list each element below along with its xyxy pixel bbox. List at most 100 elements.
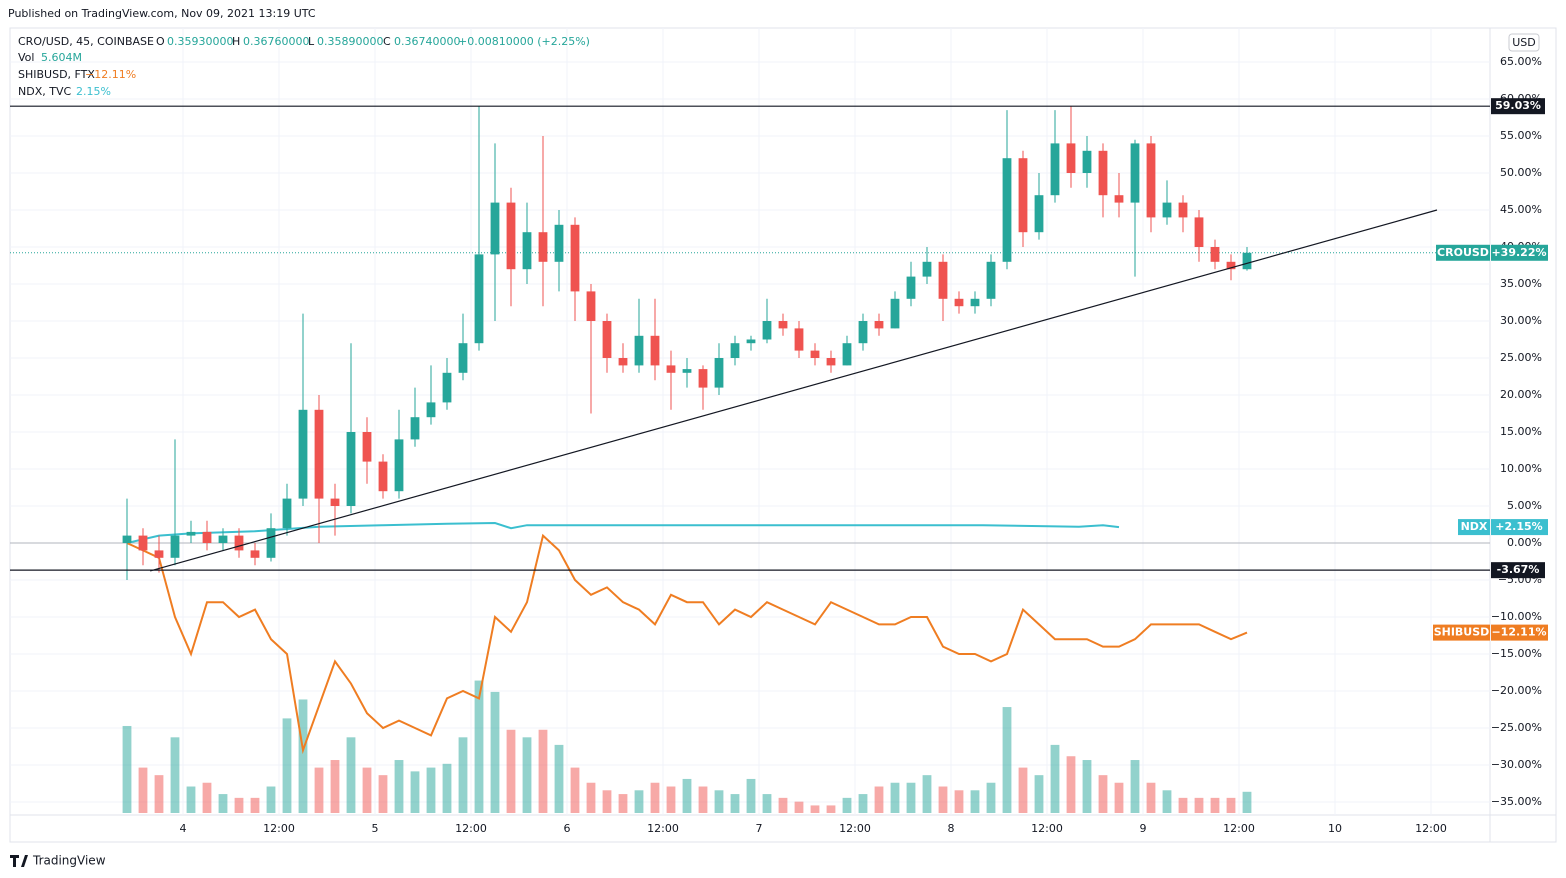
legend-value: 5.604M — [41, 51, 82, 64]
currency-label[interactable]: USD — [1512, 36, 1536, 49]
volume-bar — [570, 767, 580, 813]
x-tick-label: 7 — [756, 822, 763, 835]
candle-body — [874, 321, 884, 329]
volume-bar — [714, 790, 724, 813]
candle-body — [842, 343, 852, 366]
candle-body — [154, 550, 164, 558]
volume-bar — [122, 725, 132, 813]
volume-bar — [138, 767, 148, 813]
candle-body — [1098, 150, 1108, 196]
trendline — [150, 209, 1438, 572]
candle-body — [890, 298, 900, 329]
legend-key: O — [156, 35, 165, 48]
plot — [10, 28, 1490, 815]
volume-bar — [282, 718, 292, 813]
y-tick-label: 15.00% — [1500, 425, 1542, 438]
volume-bar — [522, 737, 532, 813]
candle-body — [666, 365, 676, 373]
series-value: +2.15% — [1495, 520, 1542, 533]
volume-bar — [954, 790, 964, 813]
volume-bar — [1066, 756, 1076, 813]
candle-body — [138, 535, 148, 551]
candle-body — [490, 202, 500, 255]
candle-body — [1066, 143, 1076, 174]
y-tick-label: −15.00% — [1491, 647, 1542, 660]
legend-value: 0.36740000 — [394, 35, 460, 48]
level-badge — [1491, 562, 1545, 579]
candle-body — [1146, 143, 1156, 218]
y-tick-label: 50.00% — [1500, 166, 1542, 179]
series-name-badge — [1436, 244, 1490, 261]
candle-body — [1114, 195, 1124, 203]
volume-bar — [186, 786, 196, 813]
candle-body — [330, 498, 340, 507]
candle-body — [506, 202, 516, 270]
volume-bar — [330, 760, 340, 813]
candle-body — [714, 358, 724, 388]
volume-bar — [890, 782, 900, 813]
currency-button[interactable] — [1508, 33, 1540, 52]
volume — [122, 680, 1252, 813]
volume-bar — [426, 767, 436, 813]
volume-bar — [170, 737, 180, 813]
volume-bar — [362, 767, 372, 813]
candle-body — [346, 432, 356, 507]
volume-bar — [794, 801, 804, 813]
frame — [9, 27, 1557, 843]
volume-bar — [458, 737, 468, 813]
legend-key: L — [308, 35, 315, 48]
candle-body — [938, 261, 948, 299]
candle-body — [986, 261, 996, 299]
volume-bar — [1242, 791, 1252, 813]
candle-body — [522, 232, 532, 270]
candle-body — [906, 276, 916, 299]
volume-bar — [666, 786, 676, 813]
y-tick-label: 20.00% — [1500, 388, 1542, 401]
legend-change: +0.00810000 (+2.25%) — [458, 35, 590, 48]
candle-body — [762, 321, 772, 340]
y-tick-label: 0.00% — [1507, 536, 1542, 549]
candle-body — [1194, 217, 1204, 248]
candle-body — [186, 531, 196, 536]
candle-body — [618, 358, 628, 366]
series-value-badge — [1491, 244, 1548, 261]
y-tick-label: 45.00% — [1500, 203, 1542, 216]
candle-body — [730, 343, 740, 359]
volume-bar — [410, 771, 420, 813]
series-name: SHIBUSD — [1434, 626, 1490, 639]
volume-bar — [1146, 782, 1156, 813]
x-tick-label: 12:00 — [839, 822, 871, 835]
volume-bar — [1178, 797, 1188, 813]
y-tick-label: 65.00% — [1500, 55, 1542, 68]
series-name: CROUSD — [1437, 246, 1489, 259]
candle-body — [1226, 261, 1236, 270]
volume-bar — [314, 767, 324, 813]
x-tick-label: 5 — [372, 822, 379, 835]
volume-bar — [1002, 707, 1012, 813]
candle-body — [122, 535, 132, 543]
y-tick-label: −25.00% — [1491, 721, 1542, 734]
candle-body — [1002, 158, 1012, 262]
volume-bar — [810, 805, 820, 813]
volume-bar — [1162, 790, 1172, 813]
level-badge — [1491, 98, 1545, 115]
volume-bar — [202, 782, 212, 813]
candles — [122, 106, 1252, 580]
x-tick-label: 12:00 — [647, 822, 679, 835]
grid — [10, 28, 1490, 815]
volume-bar — [970, 790, 980, 813]
volume-bar — [698, 786, 708, 813]
y-tick-label: −30.00% — [1491, 758, 1542, 771]
candle-body — [970, 298, 980, 307]
candle-body — [250, 550, 260, 558]
volume-bar — [602, 790, 612, 813]
brand: TradingView — [10, 854, 106, 868]
volume-bar — [1034, 775, 1044, 813]
volume-bar — [762, 794, 772, 813]
candle-body — [1210, 247, 1220, 262]
volume-bar — [938, 786, 948, 813]
y-tick-label: 25.00% — [1500, 351, 1542, 364]
candle-body — [202, 531, 212, 543]
volume-bar — [474, 680, 484, 813]
